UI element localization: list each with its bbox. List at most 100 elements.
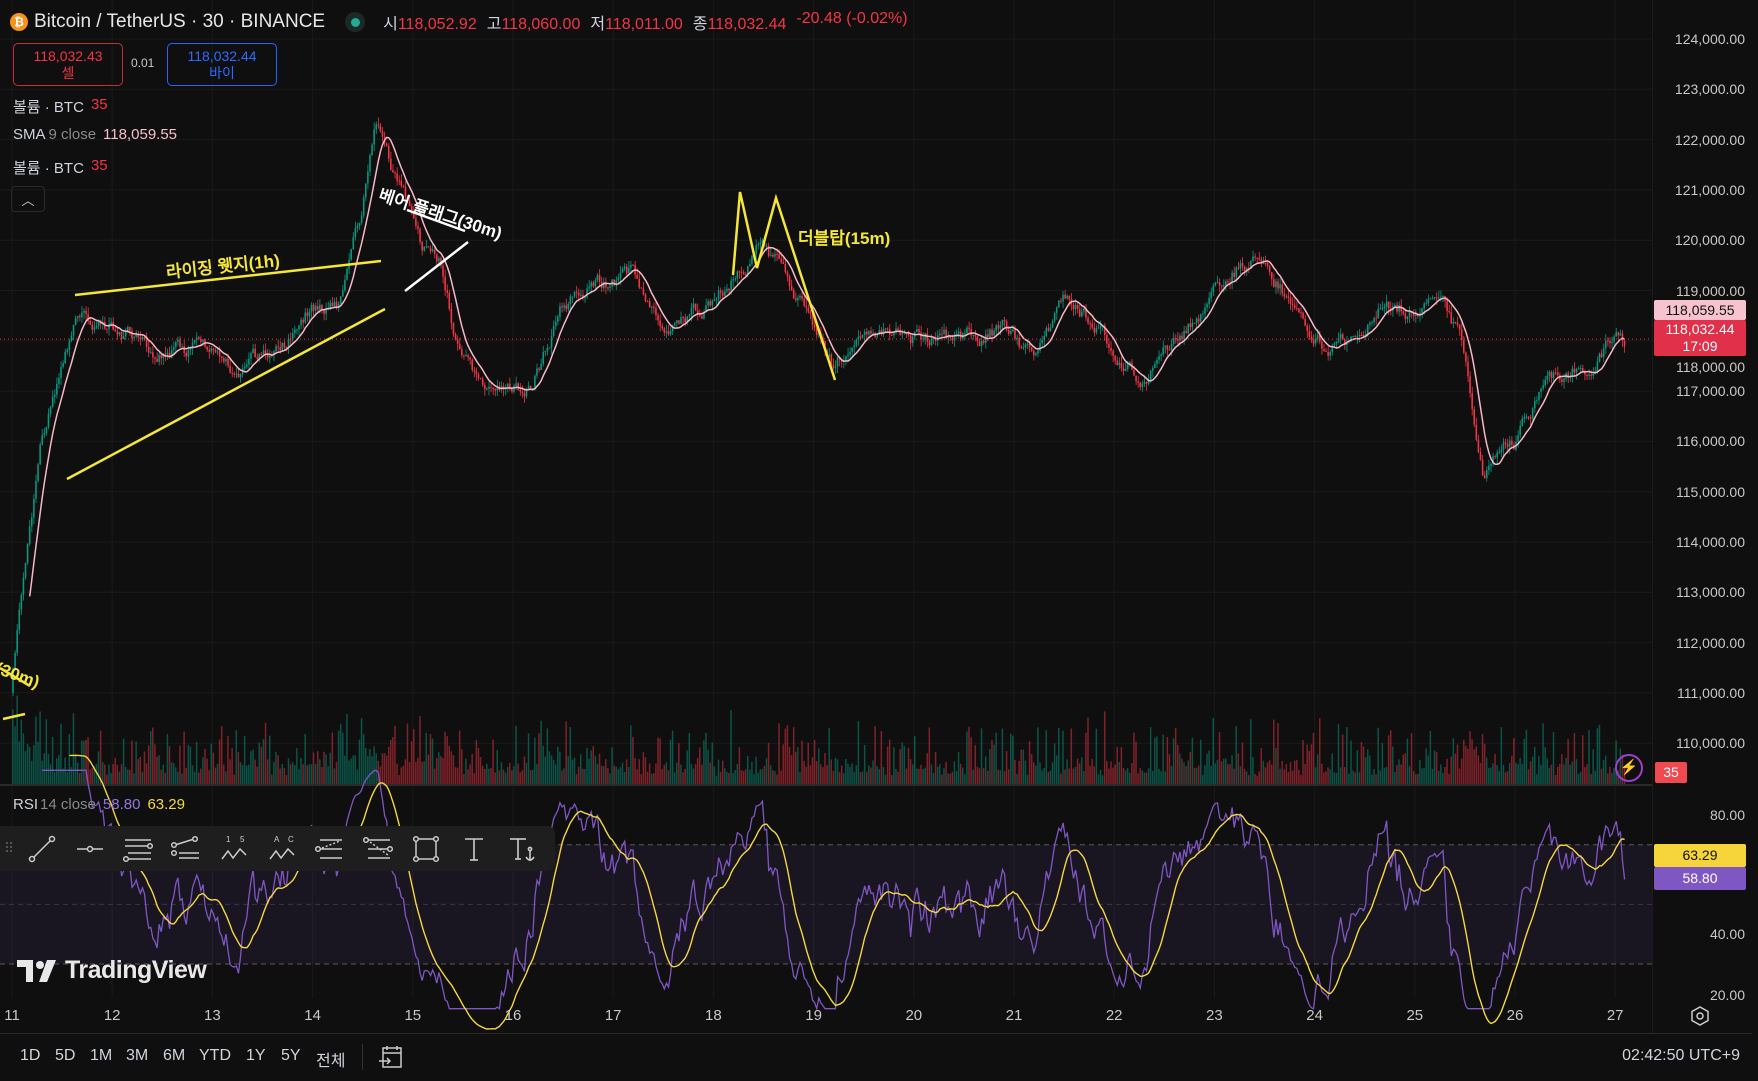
volume-bar: [43, 753, 45, 784]
volume-bar: [1177, 744, 1179, 784]
candle-body: [1458, 324, 1461, 330]
volume-bar: [1460, 758, 1463, 784]
volume-bar: [1458, 768, 1461, 784]
candle-body: [1473, 409, 1476, 425]
candle-body: [588, 286, 590, 289]
legend-sma[interactable]: SMA 9 close 118,059.55: [13, 126, 177, 143]
volume-bar: [220, 726, 223, 784]
double-top-zigzag[interactable]: [731, 191, 837, 381]
sell-price: 118,032.43: [33, 47, 103, 64]
candle-body: [1577, 368, 1580, 370]
legend-volume[interactable]: 볼륨 · BTC 35: [13, 96, 108, 117]
candle-body: [12, 669, 14, 693]
candle-body: [358, 222, 361, 226]
range-button-3m[interactable]: 3M: [126, 1047, 149, 1064]
volume-bar: [404, 759, 407, 784]
candle-body: [728, 288, 730, 291]
candle-body: [834, 366, 837, 368]
volume-bar: [1030, 754, 1033, 784]
volume-bar: [1289, 762, 1292, 784]
candle-body: [1452, 321, 1455, 324]
candle-body: [1007, 330, 1010, 334]
candle-body: [1525, 416, 1528, 418]
candle-body: [878, 330, 881, 334]
settings-icon[interactable]: [1690, 1006, 1710, 1026]
range-button-전체[interactable]: 전체: [316, 1053, 346, 1070]
go-to-date-button[interactable]: [378, 1044, 404, 1075]
left-partial-line-2[interactable]: [2, 712, 26, 721]
volume-bar: [214, 767, 217, 784]
volume-bar: [582, 768, 584, 784]
market-status-icon[interactable]: [345, 12, 366, 32]
fib-extension-tool[interactable]: [354, 829, 402, 869]
volume-bar: [1183, 762, 1185, 784]
collapse-legend-button[interactable]: ︿: [11, 186, 45, 212]
range-button-1y[interactable]: 1Y: [246, 1047, 266, 1064]
rising-wedge-lower-line[interactable]: [66, 307, 386, 481]
candle-body: [911, 336, 914, 344]
candle-body: [1623, 340, 1626, 347]
volume-bar: [761, 769, 764, 784]
candle-body: [346, 268, 348, 280]
symbol-title[interactable]: Bitcoin / TetherUS · 30 · BINANCE: [34, 11, 326, 32]
range-button-5d[interactable]: 5D: [55, 1047, 76, 1064]
legend-rsi[interactable]: RSI 14 close 58.80 63.29: [13, 796, 185, 813]
sell-button[interactable]: 118,032.43 셀: [13, 43, 123, 86]
candle-body: [880, 330, 883, 335]
candle-body: [719, 290, 722, 293]
volume-bar: [845, 759, 847, 784]
volume-bar: [1318, 718, 1321, 784]
range-button-ytd[interactable]: YTD: [199, 1047, 231, 1064]
candle-body: [876, 333, 879, 337]
candle-body: [546, 348, 549, 351]
range-button-5y[interactable]: 5Y: [281, 1047, 301, 1064]
candle-body: [1485, 470, 1488, 478]
candle-body: [1421, 308, 1423, 314]
candle-body: [717, 290, 720, 300]
horizontal-ray-tool[interactable]: [66, 829, 114, 869]
candle-body: [1037, 350, 1039, 354]
volume-bar: [39, 711, 41, 784]
candle-body: [901, 333, 904, 335]
drag-handle-icon[interactable]: ⠿: [3, 840, 15, 856]
buy-button[interactable]: 118,032.44 바이: [167, 43, 277, 86]
volume-bar: [1366, 749, 1369, 784]
volume-bar: [202, 757, 204, 784]
candle-body: [373, 129, 375, 145]
parallel-channel-tool[interactable]: [114, 829, 162, 869]
left-partial-line-1[interactable]: [0, 666, 31, 688]
anchored-text-tool[interactable]: [498, 829, 546, 869]
volume-bar: [406, 723, 409, 784]
range-button-1m[interactable]: 1M: [90, 1047, 113, 1064]
legend-volume-2[interactable]: 볼륨 · BTC 35: [13, 157, 108, 178]
text-tool[interactable]: [450, 829, 498, 869]
tradingview-logo[interactable]: TradingView: [17, 956, 207, 985]
rising-wedge-upper-line[interactable]: [74, 259, 382, 297]
volume-bar: [1385, 767, 1388, 784]
range-button-1d[interactable]: 1D: [20, 1047, 41, 1064]
volume-bar: [671, 730, 674, 784]
trend-line-tool[interactable]: [18, 829, 66, 869]
bear-flag-upper-line[interactable]: [406, 208, 466, 233]
clock[interactable]: 02:42:50 UTC+9: [1622, 1047, 1740, 1064]
rectangle-tool[interactable]: [402, 829, 450, 869]
volume-bar: [26, 744, 29, 784]
volume-bar: [1584, 767, 1586, 784]
volume-bar: [1256, 775, 1258, 784]
fib-retracement-tool[interactable]: [306, 829, 354, 869]
candle-body: [586, 288, 588, 297]
bear-flag-lower-line[interactable]: [404, 241, 469, 292]
candle-body: [703, 312, 705, 319]
candle-body: [1542, 385, 1544, 389]
range-button-6m[interactable]: 6M: [163, 1047, 186, 1064]
volume-bar: [1465, 745, 1467, 784]
candle-body: [461, 349, 463, 356]
lightning-icon[interactable]: ⚡: [1615, 754, 1643, 782]
time-axis-label: 23: [1206, 1007, 1223, 1024]
candle-body: [1273, 279, 1275, 288]
double-top-label[interactable]: 더블탑(15m): [798, 229, 891, 248]
pitchfork-tool[interactable]: [162, 829, 210, 869]
candle-body: [920, 332, 922, 340]
